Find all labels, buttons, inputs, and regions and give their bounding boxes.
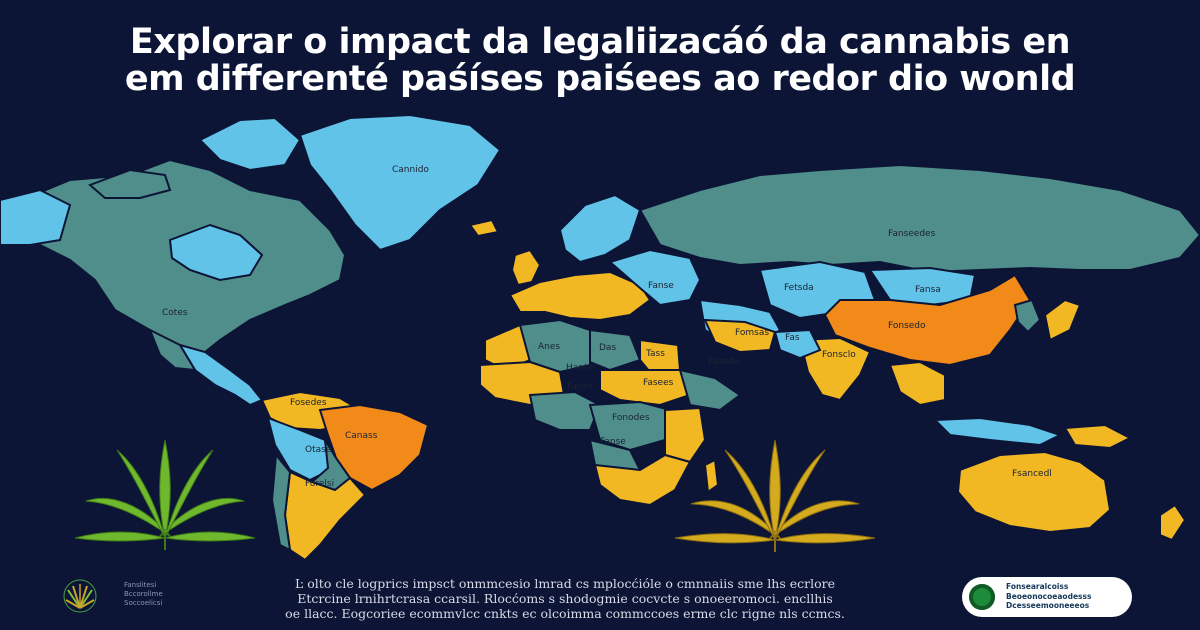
region-chile[interactable] [270,452,292,552]
region-papua[interactable] [1063,423,1133,450]
label-egypt: Tass [645,349,665,359]
badge-line: Fonsearalcoiss [1006,582,1069,591]
label-europe: Fanse [648,281,674,291]
label-russia: Fanseedes [888,229,936,239]
label-algeria: Anes [538,342,560,352]
badge-line: Beoeonocoeaodesss [1006,591,1092,601]
region-uk[interactable] [510,248,542,287]
region-arctic-islands-2[interactable] [88,168,172,199]
region-east-africa[interactable] [664,406,707,464]
badge-text: Fonsearalcoiss Beoeonocoeaodesss Dcessee… [1006,582,1126,611]
label-chad: Hante [566,363,594,373]
region-southern-africa[interactable] [593,453,692,507]
footer-body-line: Ŀ olto cle logprics impsct onmmcesio lmr… [295,576,835,591]
label-angola: Fanse [600,437,626,447]
label-mongolia: Fansa [915,285,941,295]
label-kazakhstan: Fetsda [784,283,814,293]
region-central-america[interactable] [177,343,264,407]
footer-description: Ŀ olto cle logprics impsct onmmcesio lmr… [205,576,925,621]
label-drc: Fonodes [612,413,650,423]
label-colombia: Fosedes [290,398,327,408]
region-scandinavia[interactable] [558,193,642,264]
region-pakistan[interactable] [773,328,822,360]
label-brazil: Canass [345,431,378,441]
region-greenland[interactable] [298,113,502,252]
region-china[interactable] [823,273,1032,367]
region-southeast-asia[interactable] [888,360,946,407]
region-chad-sudan[interactable] [599,369,692,407]
label-libya: Das [599,343,616,353]
footer-left-line: Bccorollme [124,590,163,598]
label-india: Fonsclo [822,350,856,360]
cannabis-leaf-green-icon [74,439,256,550]
footer-body-line: oe llacc. Eogcoriee ecommvlcc cnkts ec o… [285,606,845,621]
source-badge[interactable]: Fonsearalcoiss Beoeonocoeaodesss Dcessee… [962,577,1132,617]
footer-left-caption: Fanslitesi Bccorollme Soccoelicsi [124,581,194,608]
region-alaska[interactable] [0,188,72,246]
label-sahara: Fasees [643,378,674,388]
label-iran: Fomsas [735,328,769,338]
label-canada: Cotes [162,308,188,318]
region-australia[interactable] [956,450,1112,534]
region-canada-east[interactable] [168,223,264,282]
leaf-emblem-icon [63,579,97,613]
region-western-europe[interactable] [508,270,652,322]
region-iran[interactable] [703,318,777,354]
footer-left-line: Fanslitesi [124,581,157,589]
region-indonesia[interactable] [932,416,1063,447]
region-india[interactable] [798,336,872,402]
label-pakistan: Fas [785,333,800,343]
region-new-zealand[interactable] [1159,503,1187,542]
region-madagascar[interactable] [703,458,720,494]
title-line-2: em differenté paśíses paiśees ao redor d… [124,59,1076,99]
footer-body-line: Etcrcine lrnihrtcrasa ccarsil. Rlocćoms … [297,591,833,606]
region-mexico[interactable] [148,327,197,372]
region-brazil[interactable] [318,403,430,492]
label-nigeria: Fanes [567,382,593,392]
badge-line: Dcesseemooneeeos [1006,601,1090,610]
region-eastern-europe[interactable] [607,248,702,307]
cannabis-leaf-gold-icon [674,439,876,552]
region-iceland[interactable] [468,218,500,238]
badge-globe-icon [969,584,995,610]
region-korea[interactable] [1013,298,1042,334]
label-china: Fonsedo [888,321,926,331]
region-japan[interactable] [1043,298,1082,342]
label-argentina: Forelsi [305,479,334,489]
region-libya[interactable] [589,328,642,372]
region-arctic-islands[interactable] [198,116,302,172]
label-saudi: Fasede [708,357,740,367]
footer-left-line: Soccoelicsi [124,599,163,607]
region-horn-africa[interactable] [678,368,742,412]
label-peru: Otase [305,445,332,455]
page-title: Explorar o impact da legaliizacáó da can… [0,24,1200,98]
region-nigeria[interactable] [528,390,602,431]
title-line-1: Explorar o impact da legaliizacáó da can… [129,22,1071,62]
region-russia[interactable] [638,163,1200,274]
label-australia: Fsancedl [1012,469,1052,479]
label-greenland: Cannido [392,165,429,175]
